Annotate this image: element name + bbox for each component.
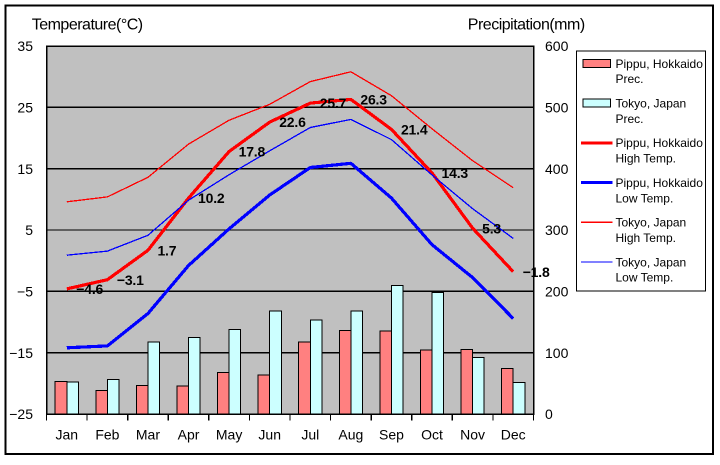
svg-text:Prec.: Prec. (616, 112, 644, 126)
svg-text:5: 5 (25, 222, 33, 238)
svg-text:Aug: Aug (338, 427, 363, 443)
svg-text:Tokyo, Japan: Tokyo, Japan (616, 97, 687, 111)
svg-text:0: 0 (545, 406, 553, 422)
svg-text:400: 400 (545, 161, 569, 177)
svg-text:Feb: Feb (95, 427, 119, 443)
svg-text:Precipitation(mm): Precipitation(mm) (468, 16, 585, 33)
svg-text:25: 25 (17, 99, 33, 115)
svg-text:−1.8: −1.8 (523, 264, 550, 280)
svg-text:35: 35 (17, 38, 33, 54)
svg-text:Low Temp.: Low Temp. (616, 191, 674, 205)
svg-text:−3.1: −3.1 (117, 272, 144, 288)
svg-text:Pippu, Hokkaido: Pippu, Hokkaido (616, 136, 704, 150)
svg-text:Jun: Jun (258, 427, 281, 443)
svg-text:Pippu, Hokkaido: Pippu, Hokkaido (616, 57, 704, 71)
svg-text:May: May (216, 427, 242, 443)
svg-text:Nov: Nov (460, 427, 485, 443)
svg-text:High Temp.: High Temp. (616, 152, 676, 166)
svg-text:Oct: Oct (421, 427, 443, 443)
svg-text:−4.6: −4.6 (76, 281, 103, 297)
svg-text:Jan: Jan (56, 427, 79, 443)
svg-text:−15: −15 (9, 345, 33, 361)
svg-text:Apr: Apr (178, 427, 200, 443)
svg-text:10.2: 10.2 (198, 190, 225, 206)
svg-text:5.3: 5.3 (482, 220, 501, 236)
svg-text:Tokyo, Japan: Tokyo, Japan (616, 216, 687, 230)
svg-text:Mar: Mar (136, 427, 160, 443)
svg-text:Tokyo, Japan: Tokyo, Japan (616, 255, 687, 269)
svg-text:17.8: 17.8 (239, 144, 266, 160)
svg-text:25.7: 25.7 (320, 95, 347, 111)
svg-text:Low Temp.: Low Temp. (616, 271, 674, 285)
svg-text:1.7: 1.7 (157, 242, 176, 258)
svg-text:500: 500 (545, 99, 569, 115)
svg-text:−5: −5 (17, 283, 33, 299)
svg-text:100: 100 (545, 345, 569, 361)
svg-text:200: 200 (545, 283, 569, 299)
svg-text:14.3: 14.3 (442, 165, 469, 181)
svg-text:300: 300 (545, 222, 569, 238)
svg-text:21.4: 21.4 (401, 122, 428, 138)
svg-text:Temperature(°C): Temperature(°C) (32, 16, 143, 33)
svg-text:Dec: Dec (501, 427, 526, 443)
svg-text:Prec.: Prec. (616, 72, 644, 86)
svg-text:−25: −25 (9, 406, 33, 422)
svg-text:600: 600 (545, 38, 569, 54)
svg-text:26.3: 26.3 (360, 92, 387, 108)
svg-text:22.6: 22.6 (279, 114, 306, 130)
svg-text:Sep: Sep (379, 427, 404, 443)
svg-text:15: 15 (17, 161, 33, 177)
svg-text:High Temp.: High Temp. (616, 231, 676, 245)
svg-text:Pippu, Hokkaido: Pippu, Hokkaido (616, 176, 704, 190)
svg-text:Jul: Jul (301, 427, 319, 443)
